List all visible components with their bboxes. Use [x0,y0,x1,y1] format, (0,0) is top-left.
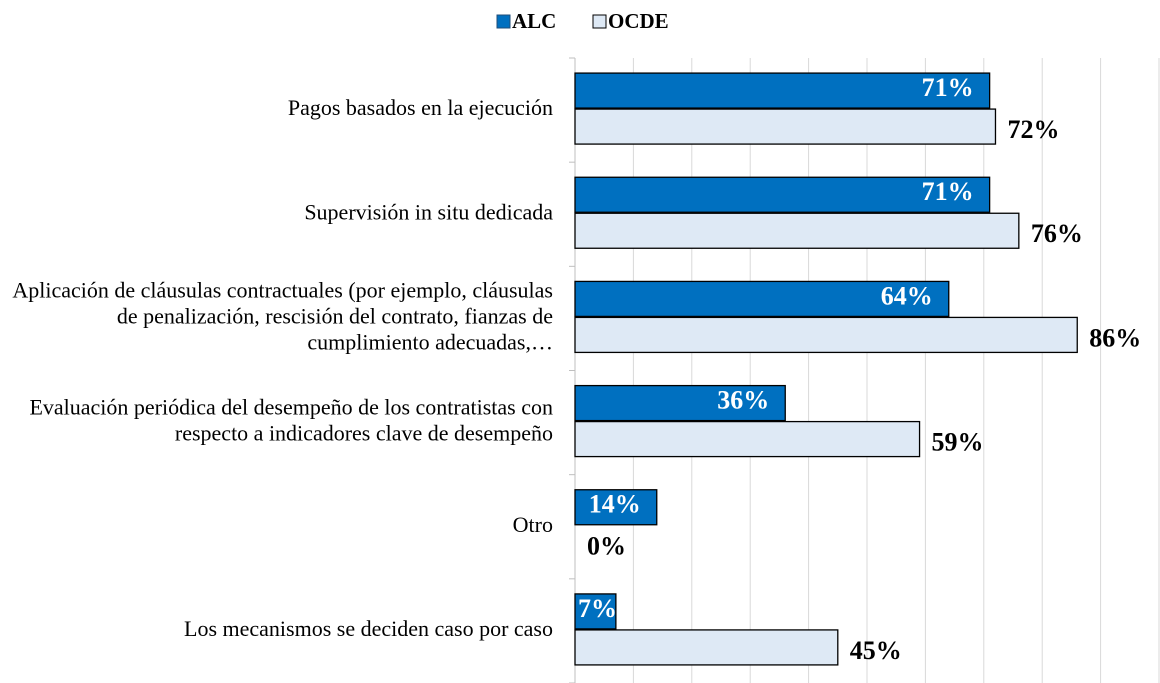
category-label: Otro [513,512,553,537]
category-label: Supervisión in situ dedicada [304,199,553,224]
legend-swatch [592,14,607,29]
bar [574,280,950,318]
bar [574,108,997,145]
bar [574,384,786,422]
value-label: 71% [922,177,974,206]
value-label: 45% [850,636,902,665]
legend-label: OCDE [608,9,669,33]
category-label: Aplicación de cláusulas contractuales (p… [12,277,553,354]
value-label: 7% [578,594,617,623]
legend-label: ALC [512,9,556,33]
value-label: 72% [1007,115,1059,144]
value-label: 76% [1031,219,1083,248]
bar [574,176,991,213]
bar [574,593,617,630]
value-label: 71% [922,73,974,102]
value-label: 59% [932,428,984,457]
value-label: 14% [589,490,641,519]
value-label: 86% [1089,323,1141,352]
bar [574,489,658,526]
bar [574,420,921,458]
bar [574,212,1020,249]
value-label: 64% [881,281,933,310]
category-label: Evaluación periódica del desempeño de lo… [29,395,553,446]
category-label: Pagos basados en la ejecución [288,95,553,120]
bar [574,629,839,666]
category-label: Los mecanismos se deciden caso por caso [184,616,553,641]
value-label: 0% [587,532,626,561]
bar [574,316,1078,354]
value-label: 36% [717,386,769,415]
legend-swatch [496,14,511,29]
bar [574,72,991,109]
